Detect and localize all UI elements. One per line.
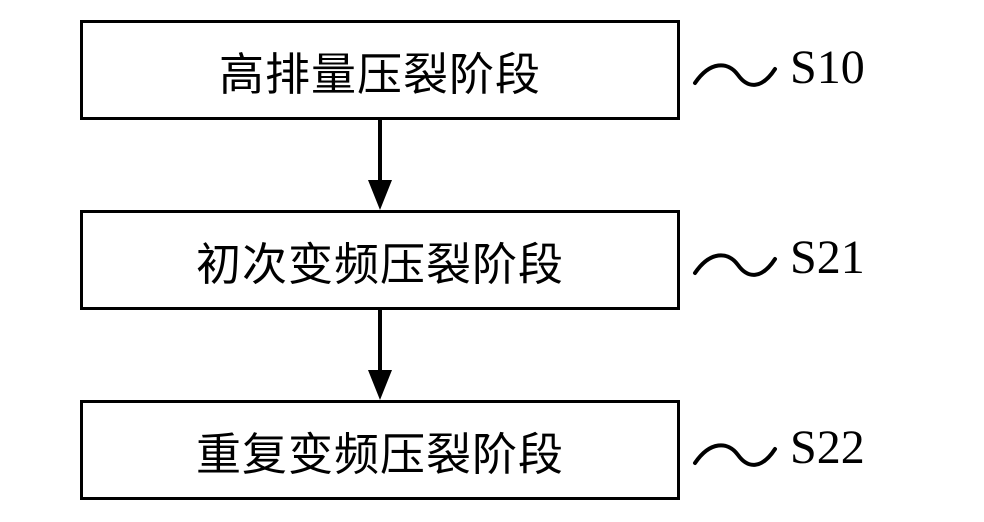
step-box-s10: 高排量压裂阶段 [80,20,680,120]
step-label-s22: S22 [790,420,865,475]
connector-tilde-s22 [690,435,780,475]
connector-tilde-s21 [690,245,780,285]
step-box-s21: 初次变频压裂阶段 [80,210,680,310]
step-label-s10: S10 [790,40,865,95]
step-box-s22: 重复变频压裂阶段 [80,400,680,500]
connector-tilde-s10 [690,55,780,95]
step-label-s21: S21 [790,230,865,285]
flowchart-canvas: 高排量压裂阶段 S10 初次变频压裂阶段 S21 重复变频压裂阶段 S22 [0,0,984,522]
step-text-s22: 重复变频压裂阶段 [196,418,564,483]
step-text-s10: 高排量压裂阶段 [219,38,541,103]
step-text-s21: 初次变频压裂阶段 [196,228,564,293]
arrow-s21-s22 [365,310,395,400]
arrow-s10-s21 [365,120,395,210]
